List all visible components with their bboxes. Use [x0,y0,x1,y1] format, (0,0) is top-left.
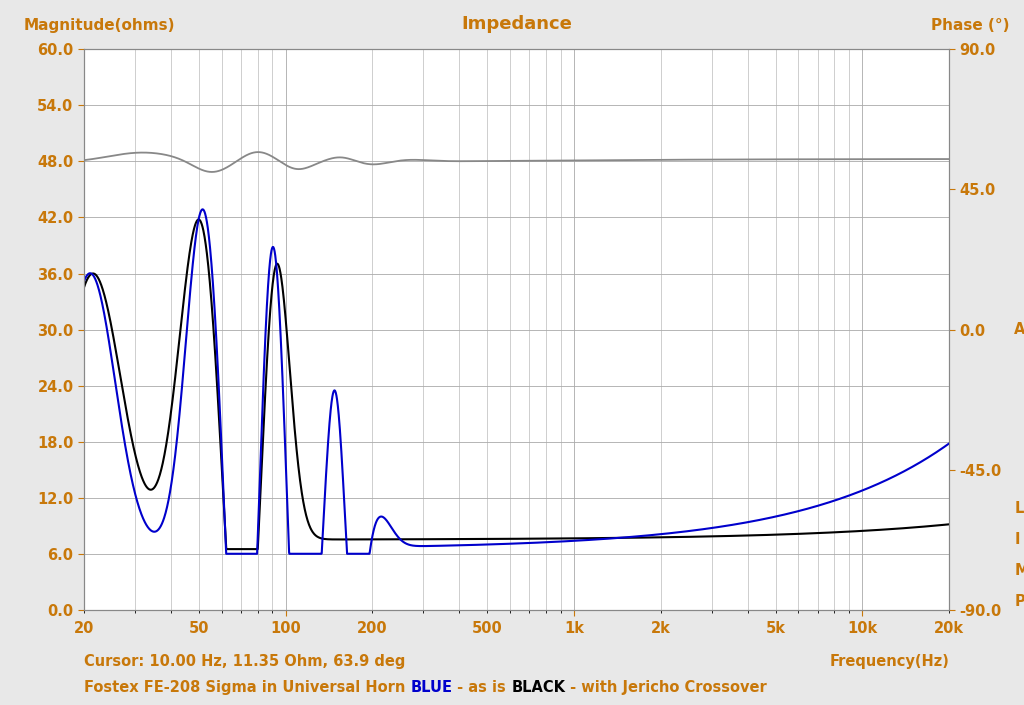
Text: 10k: 10k [847,621,878,636]
Text: Avg:9: Avg:9 [1014,322,1024,337]
Text: P: P [1014,594,1024,609]
Text: Impedance: Impedance [461,15,572,32]
Text: - as is: - as is [453,680,511,695]
Text: Magnitude(ohms): Magnitude(ohms) [24,18,175,32]
Text: Fostex FE-208 Sigma in Universal Horn: Fostex FE-208 Sigma in Universal Horn [84,680,411,695]
Text: M: M [1014,563,1024,578]
Text: 20: 20 [74,621,94,636]
Text: Frequency(Hz): Frequency(Hz) [829,654,949,669]
Text: 1k: 1k [564,621,584,636]
Text: - with Jericho Crossover: - with Jericho Crossover [565,680,767,695]
Text: 5k: 5k [766,621,785,636]
Text: L: L [1014,501,1024,517]
Text: I: I [1014,532,1020,547]
Text: 200: 200 [357,621,388,636]
Text: 500: 500 [472,621,503,636]
Text: BLACK: BLACK [511,680,565,695]
Text: 100: 100 [270,621,301,636]
Text: BLUE: BLUE [411,680,453,695]
Text: 20k: 20k [934,621,965,636]
Text: 2k: 2k [651,621,671,636]
Text: Phase (°): Phase (°) [931,18,1010,32]
Text: Cursor: 10.00 Hz, 11.35 Ohm, 63.9 deg: Cursor: 10.00 Hz, 11.35 Ohm, 63.9 deg [84,654,406,669]
Text: 50: 50 [188,621,209,636]
